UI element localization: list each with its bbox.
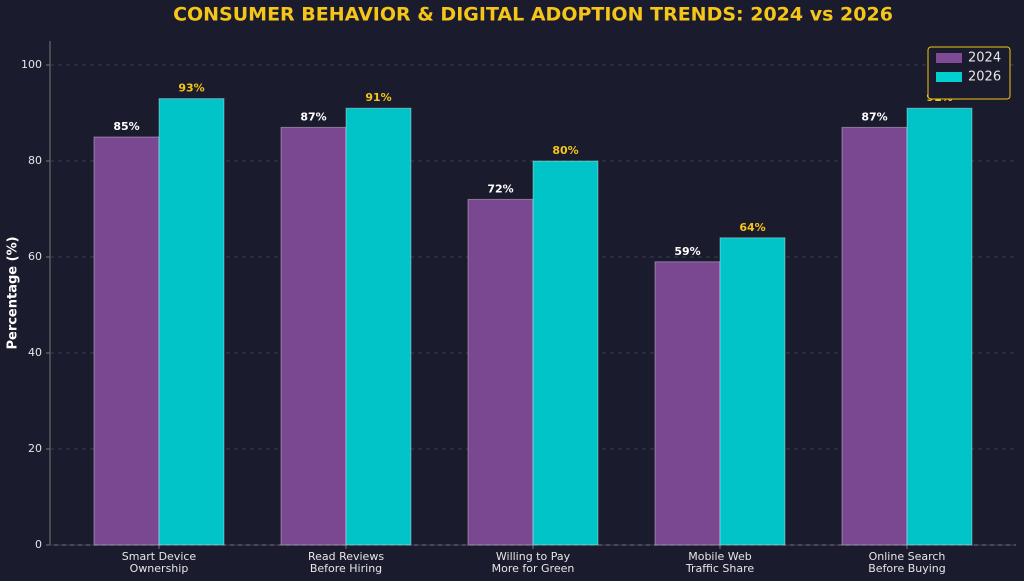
value-label: 91%	[365, 91, 391, 104]
legend-label: 2024	[968, 51, 1001, 66]
value-label: 93%	[178, 82, 204, 95]
y-tick-label: 40	[28, 346, 42, 359]
value-label: 72%	[487, 182, 513, 195]
bar	[158, 98, 225, 546]
x-tick-label: Online Search Before Buying	[868, 550, 946, 575]
bar	[467, 198, 534, 546]
x-tick-label: Smart Device Ownership	[122, 550, 197, 575]
chart-title: CONSUMER BEHAVIOR & DIGITAL ADOPTION TRE…	[173, 4, 893, 26]
legend-swatch	[936, 53, 962, 63]
bar	[280, 126, 347, 546]
x-tick-label: Mobile Web Traffic Share	[685, 550, 755, 575]
y-tick-label: 20	[28, 442, 42, 455]
y-axis-label: Percentage (%)	[6, 236, 21, 349]
value-label: 85%	[113, 120, 139, 133]
y-tick-label: 100	[21, 58, 42, 71]
legend-label: 2026	[968, 70, 1001, 85]
value-label: 87%	[861, 110, 887, 123]
legend-swatch	[936, 72, 962, 82]
bar	[719, 237, 786, 546]
value-label: 64%	[739, 221, 765, 234]
x-tick-label: Willing to Pay More for Green	[492, 550, 575, 575]
y-tick-label: 0	[35, 538, 42, 551]
bar	[345, 107, 412, 546]
bar	[841, 126, 908, 546]
value-label: 59%	[674, 245, 700, 258]
value-label: 87%	[300, 110, 326, 123]
bar	[906, 107, 973, 546]
value-label: 80%	[552, 144, 578, 157]
y-tick-label: 80	[28, 154, 42, 167]
y-tick-label: 60	[28, 250, 42, 263]
bar	[93, 136, 160, 546]
bar	[532, 160, 599, 546]
bar	[654, 261, 721, 546]
x-tick-label: Read Reviews Before Hiring	[308, 550, 384, 575]
